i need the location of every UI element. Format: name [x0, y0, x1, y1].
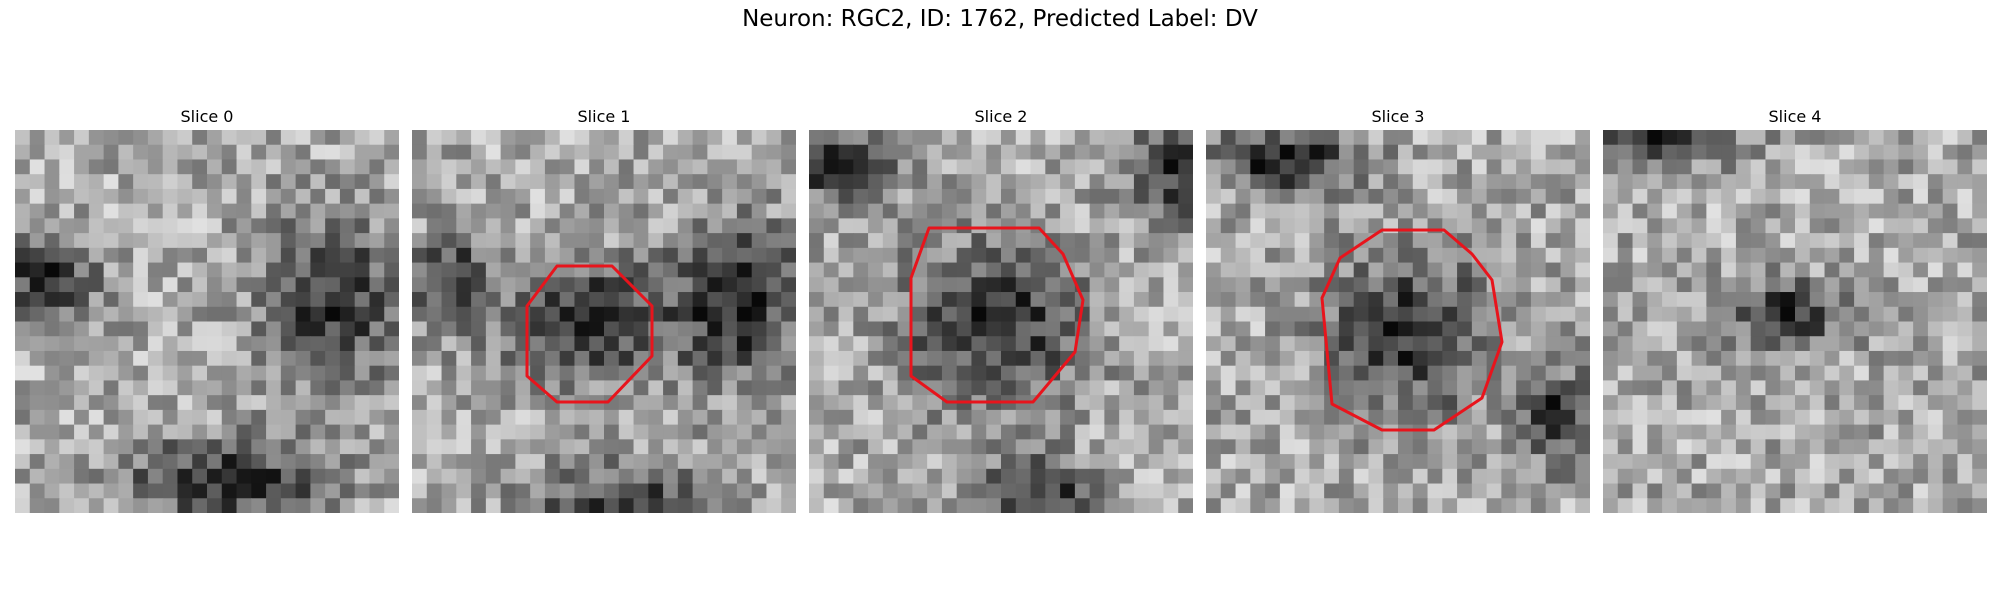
slice-panel-3: Slice 3 [1206, 104, 1590, 513]
slice-panel-1: Slice 1 [412, 104, 796, 513]
slice-image [1206, 130, 1590, 513]
figure-title: Neuron: RGC2, ID: 1762, Predicted Label:… [742, 6, 1258, 32]
roi-outline [1320, 228, 1504, 432]
slice-title: Slice 2 [974, 107, 1028, 126]
slice-image [412, 130, 796, 513]
slice-title: Slice 4 [1768, 107, 1822, 126]
roi-outline [909, 226, 1085, 404]
slice-panel-2: Slice 2 [809, 104, 1193, 513]
slice-title: Slice 3 [1371, 107, 1425, 126]
slice-image [15, 130, 399, 513]
slice-title: Slice 1 [577, 107, 631, 126]
slice-title: Slice 0 [180, 107, 234, 126]
slice-panel-4: Slice 4 [1603, 104, 1987, 513]
slice-image [1603, 130, 1987, 513]
roi-outline [525, 264, 654, 404]
slice-panel-0: Slice 0 [15, 104, 399, 513]
slice-image [809, 130, 1193, 513]
